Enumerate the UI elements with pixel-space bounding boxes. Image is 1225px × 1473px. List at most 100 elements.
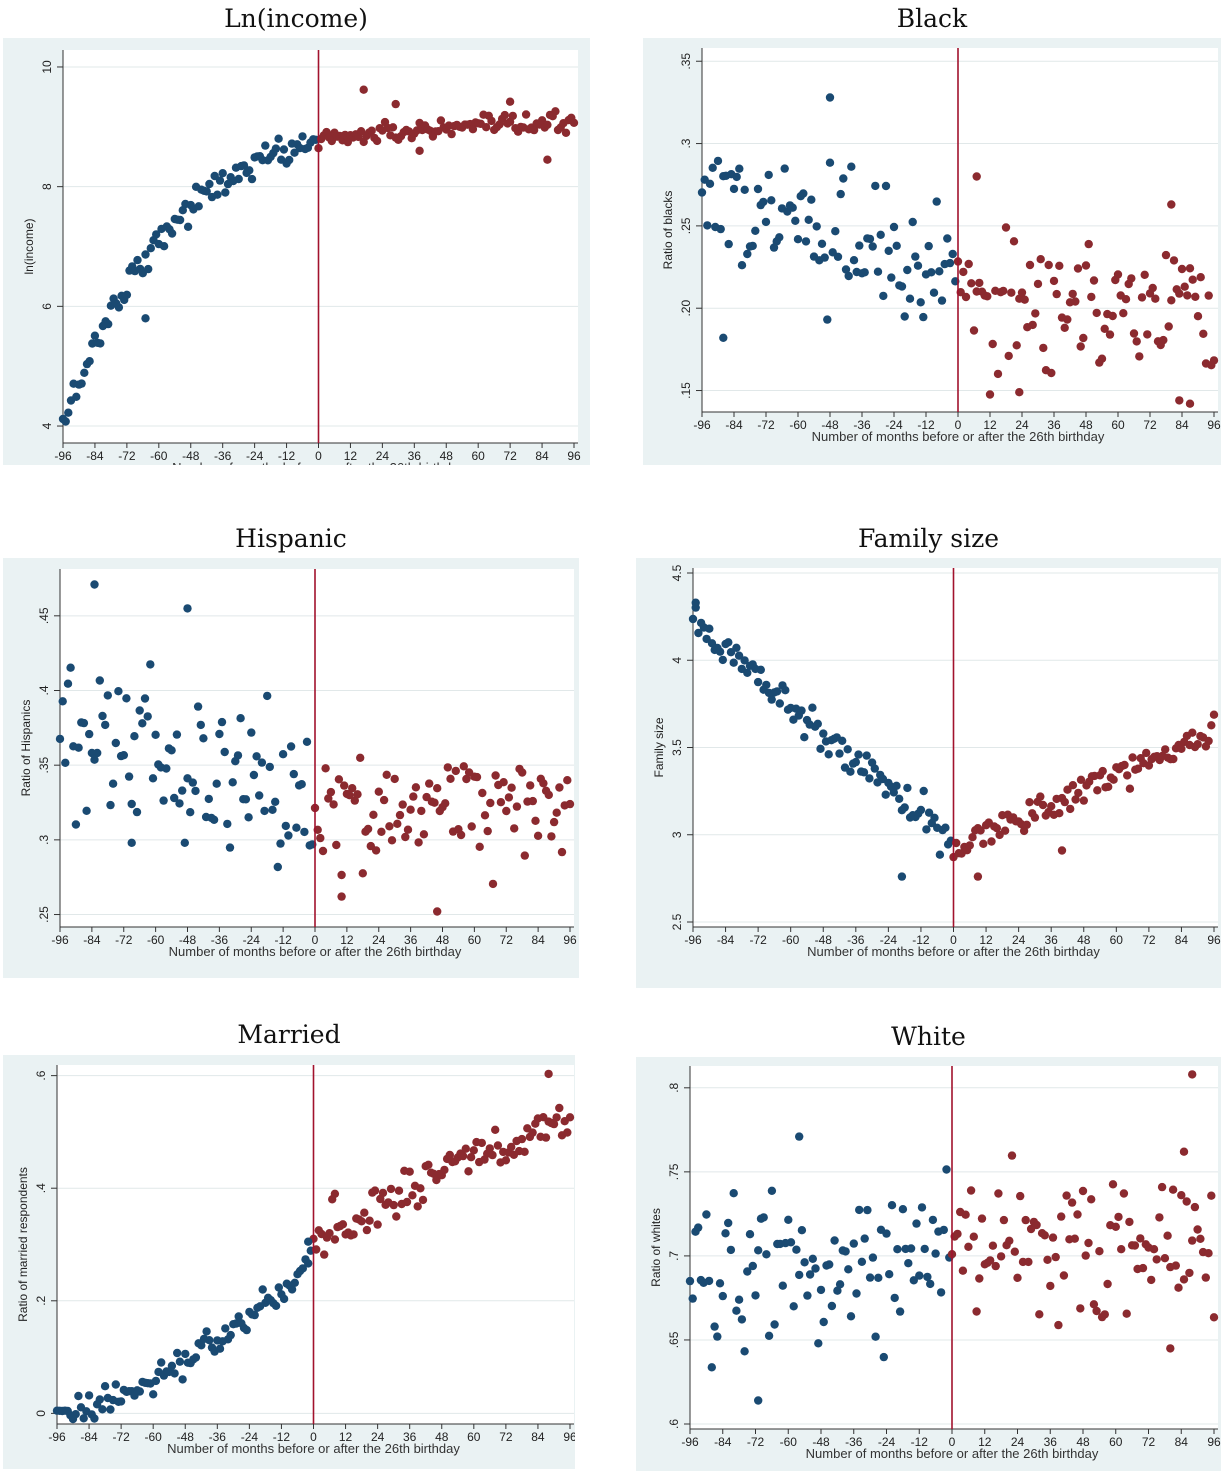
point-before (903, 783, 912, 793)
point-before (847, 162, 856, 171)
point-after (969, 326, 979, 335)
point-outlier (1167, 200, 1176, 209)
point-before (795, 1270, 804, 1280)
point-before (71, 1410, 80, 1419)
point-before (748, 241, 757, 251)
point-after (370, 1186, 380, 1195)
point-before (865, 774, 874, 783)
point-after (1028, 320, 1037, 330)
chart-title: Ln(income) (224, 4, 368, 33)
point-before (114, 303, 124, 312)
point-before (55, 734, 65, 744)
point-after (1057, 1212, 1066, 1221)
point-after (507, 783, 516, 792)
point-after (388, 123, 398, 132)
point-after (486, 798, 495, 808)
point-after (1068, 781, 1078, 790)
point-after (512, 802, 522, 811)
x-tick-label: -24 (880, 933, 898, 947)
point-before (887, 273, 896, 282)
point-before (146, 244, 155, 253)
point-before (170, 1369, 179, 1378)
point-after (1100, 324, 1109, 333)
point-before (846, 767, 855, 776)
point-after (408, 1191, 417, 1200)
point-after (1128, 753, 1137, 762)
x-tick-label: 84 (535, 449, 549, 463)
point-before (791, 216, 800, 225)
point-after (403, 825, 413, 834)
x-tick-label: 48 (1077, 933, 1091, 947)
point-before (825, 158, 835, 167)
point-before (849, 1239, 858, 1248)
point-before (786, 1238, 796, 1247)
y-tick-label: 4 (40, 422, 54, 429)
point-after (1201, 1273, 1210, 1282)
point-after (1120, 760, 1129, 770)
x-tick-label: 12 (978, 1435, 992, 1449)
point-after (1022, 820, 1031, 829)
point-before (713, 156, 723, 166)
y-tick-label: .6 (34, 1070, 48, 1080)
x-tick-label: -84 (86, 449, 104, 463)
point-before (724, 1218, 733, 1228)
point-before (215, 729, 224, 739)
point-after (1032, 1220, 1041, 1230)
point-after (972, 1307, 981, 1316)
point-after (316, 833, 325, 843)
point-after (1207, 1191, 1216, 1200)
point-after (398, 800, 407, 809)
x-tick-label: 24 (372, 933, 386, 947)
point-before (98, 1405, 107, 1414)
point-after (1147, 1275, 1156, 1285)
point-before (816, 744, 825, 753)
point-outlier (719, 333, 728, 342)
x-tick-label: -24 (241, 1430, 259, 1444)
point-before (287, 1285, 297, 1294)
point-after (1098, 766, 1107, 776)
point-before (928, 1215, 938, 1225)
point-before (900, 312, 909, 321)
x-tick-label: 24 (1012, 933, 1026, 947)
point-before (761, 217, 771, 227)
point-after (1160, 1254, 1170, 1263)
x-tick-label: 72 (499, 1430, 513, 1444)
point-after (1010, 1247, 1019, 1256)
point-before (90, 755, 99, 764)
point-outlier (127, 838, 136, 847)
point-before (217, 717, 227, 727)
point-before (726, 1245, 736, 1255)
point-before (705, 624, 714, 633)
point-before (151, 730, 160, 739)
point-before (897, 282, 907, 291)
x-tick-label: -96 (681, 1435, 699, 1449)
point-after (1033, 279, 1043, 289)
point-before (96, 339, 105, 348)
point-before (935, 267, 944, 276)
point-before (715, 647, 725, 656)
point-before (178, 1375, 187, 1384)
point-before (788, 203, 797, 212)
point-before (63, 679, 73, 688)
point-before (718, 1291, 727, 1301)
x-tick-label: 96 (567, 449, 581, 463)
point-after (1157, 1182, 1167, 1192)
point-before (855, 1205, 864, 1215)
point-after (392, 1212, 401, 1221)
x-tick-label: -60 (789, 418, 807, 432)
point-after (365, 1216, 374, 1225)
y-tick-label: 3 (670, 831, 684, 838)
point-after (1209, 710, 1219, 719)
point-after (569, 118, 579, 128)
point-after (1132, 337, 1141, 346)
point-before (247, 728, 256, 737)
point-after (395, 810, 405, 820)
x-tick-label: 60 (467, 1430, 481, 1444)
point-after (441, 799, 450, 808)
point-before (292, 823, 301, 832)
point-after (1005, 1236, 1014, 1245)
point-before (797, 706, 806, 715)
point-before (775, 699, 784, 708)
point-before (132, 807, 142, 817)
point-after (419, 830, 429, 839)
